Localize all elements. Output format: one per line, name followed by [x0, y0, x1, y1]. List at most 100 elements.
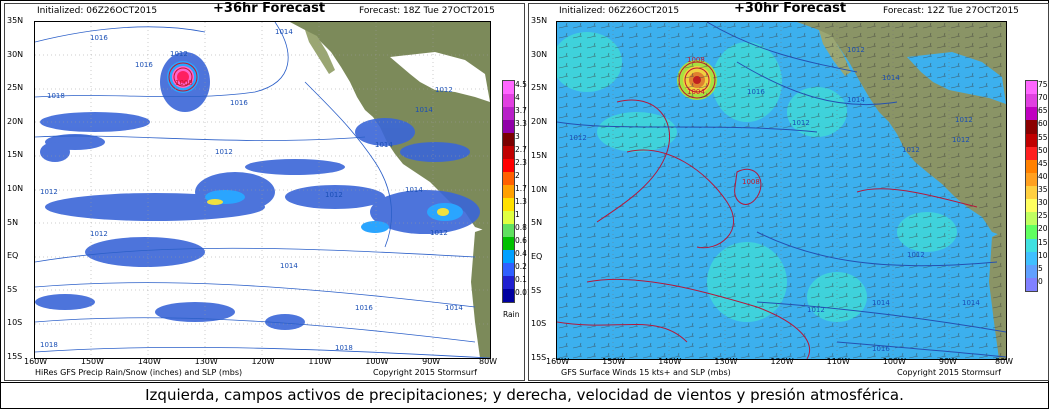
legend-value-label: 30	[1038, 198, 1048, 208]
legend-value-label: 0.6	[515, 236, 527, 245]
longitude-tick-label: 80W	[479, 357, 498, 366]
isobar-label: 1012	[902, 146, 920, 154]
legend-swatch	[503, 94, 514, 107]
legend-swatch	[1026, 133, 1037, 147]
legend-value-label: 75	[1038, 80, 1048, 89]
legend-swatch	[1026, 225, 1037, 239]
legend-swatch	[503, 250, 514, 263]
latitude-tick-label: 5S	[7, 284, 18, 294]
longitude-tick-label: 100W	[882, 357, 906, 366]
figure-caption: Izquierda, campos activos de precipitaci…	[1, 382, 1048, 404]
legend-swatch	[1026, 120, 1037, 134]
isobar-label: 1012	[435, 86, 453, 94]
legend-value-label: 3.7	[515, 106, 527, 115]
legend-value-label: 1	[515, 210, 520, 219]
latitude-tick-label: 15S	[7, 352, 23, 361]
left-initialized-label: Initialized: 06Z26OCT2015	[37, 6, 158, 16]
isobar-label: 1014	[847, 96, 865, 104]
left-footer-copyright: Copyright 2015 Stormsurf	[373, 368, 477, 377]
latitude-tick-label: 10S	[7, 318, 23, 328]
latitude-tick-label: 30N	[7, 49, 24, 59]
legend-swatch	[1026, 94, 1037, 108]
precip-map-svg: 1016 1012 1008 1018 1014 1016 1014 1012 …	[35, 22, 490, 358]
wind-barbs	[557, 22, 1006, 359]
wind-map: 1008 1004 1012 1014 1016 1008 1012 1012 …	[556, 21, 1007, 360]
isobar-label: 1014	[405, 186, 423, 194]
longitude-tick-label: 90W	[938, 357, 957, 366]
isobar-label: 1012	[569, 134, 587, 142]
legend-value-label: 0.01	[515, 288, 532, 297]
latitude-tick-label: 25N	[7, 83, 24, 93]
legend-value-label: 2	[515, 171, 520, 180]
isobar-label: 1018	[47, 92, 65, 100]
isobar-label: 1012	[430, 229, 448, 237]
latitude-tick-label: 25N	[531, 83, 548, 93]
isobar-label: 1014	[375, 141, 393, 149]
legend-value-label: 45	[1038, 158, 1048, 168]
legend-value-label: 0.4	[515, 249, 527, 258]
longitude-tick-label: 110W	[826, 357, 850, 366]
isobar-label: 1004	[687, 88, 705, 96]
south-america-land	[471, 227, 490, 358]
legend-value-label: 3.3	[515, 119, 527, 128]
latitude-tick-label: 10N	[7, 184, 24, 193]
wind-legend-colorbar	[1025, 80, 1038, 292]
legend-swatch	[503, 198, 514, 211]
isobar-label: 1012	[792, 119, 810, 127]
isobar-label: 1008	[742, 178, 760, 186]
legend-value-label: 65	[1038, 106, 1048, 116]
latitude-tick-label: 15N	[531, 150, 548, 160]
isobar-label: 1012	[40, 188, 58, 196]
legend-swatch	[1026, 212, 1037, 226]
gulf-of-mexico	[390, 52, 490, 102]
longitude-tick-label: 120W	[770, 357, 794, 366]
precip-legend-colorbar	[502, 80, 515, 303]
legend-swatch	[1026, 107, 1037, 121]
latitude-tick-label: 35N	[7, 16, 24, 25]
isobar-label: 1014	[280, 262, 298, 270]
right-isobar-labels: 1008 1004 1012 1014 1016 1008 1012 1012 …	[569, 46, 980, 353]
legend-value-label: 4.5	[515, 80, 527, 89]
isobars-blue	[557, 22, 1006, 358]
isobar-label: 1016	[90, 34, 108, 42]
legend-swatch	[503, 133, 514, 146]
legend-value-label: 10	[1038, 250, 1048, 260]
legend-value-label: 25	[1038, 211, 1048, 221]
isobar-label: 1014	[882, 74, 900, 82]
isobar-label: 1014	[275, 28, 293, 36]
legend-value-label: 70	[1038, 93, 1048, 103]
left-forecast-time: Forecast: 18Z Tue 27OCT2015	[359, 6, 495, 16]
precip-map: 1016 1012 1008 1018 1014 1016 1014 1012 …	[34, 21, 491, 359]
longitude-tick-label: 80W	[995, 357, 1014, 366]
right-footer-product: GFS Surface Winds 15 kts+ and SLP (mbs)	[561, 368, 731, 377]
isobar-label: 1014	[872, 299, 890, 307]
legend-swatch	[1026, 264, 1037, 278]
longitude-tick-label: 130W	[714, 357, 738, 366]
isobar-label: 1014	[962, 299, 980, 307]
legend-value-label: 4	[515, 93, 520, 102]
isobar-label: 1016	[872, 345, 890, 353]
legend-swatch	[1026, 186, 1037, 200]
legend-value-label: 0.1	[515, 275, 527, 284]
right-initialized-label: Initialized: 06Z26OCT2015	[559, 6, 680, 16]
legend-value-label: 0.2	[515, 262, 527, 271]
latitude-tick-label: 20N	[7, 116, 24, 126]
longitude-tick-label: 100W	[365, 357, 389, 366]
isobar-label: 1018	[40, 341, 58, 349]
isobar-label: 1016	[135, 61, 153, 69]
legend-value-label: 2.3	[515, 158, 527, 167]
legend-value-label: 20	[1038, 224, 1048, 234]
isobar-label: 1016	[230, 99, 248, 107]
legend-value-label: 55	[1038, 132, 1048, 142]
isobar-label: 1012	[807, 306, 825, 314]
legend-swatch	[503, 289, 514, 302]
isobars-red	[557, 99, 978, 359]
left-footer-product: HiRes GFS Precip Rain/Snow (inches) and …	[35, 368, 243, 377]
left-isobar-labels: 1016 1012 1008 1018 1014 1016 1014 1012 …	[40, 28, 463, 352]
legend-swatch	[1026, 238, 1037, 252]
legend-swatch	[503, 237, 514, 250]
isobar-label: 1012	[90, 230, 108, 238]
legend-value-label: 1.7	[515, 184, 527, 193]
latitude-tick-label: 5S	[531, 285, 542, 295]
legend-swatch	[1026, 146, 1037, 160]
